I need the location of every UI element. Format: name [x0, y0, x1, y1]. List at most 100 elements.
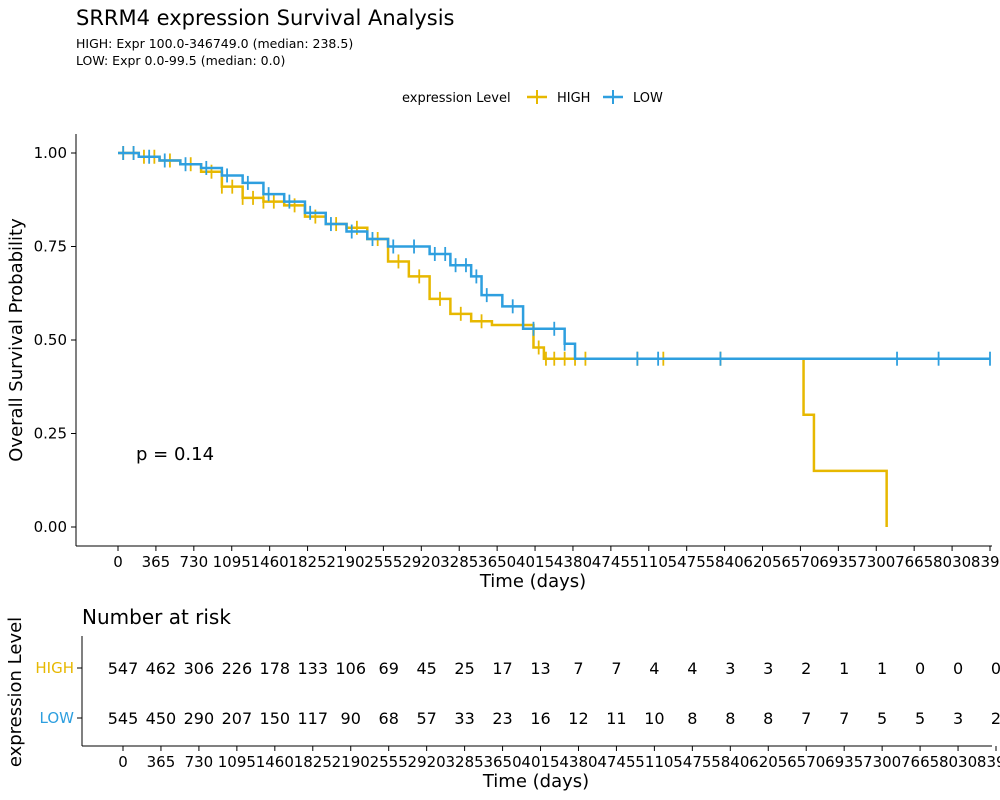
legend-label-high: HIGH [557, 91, 590, 106]
risk-x-tick-label: 5110 [635, 753, 673, 771]
x-axis-title: Time (days) [479, 571, 586, 592]
legend-key-high [527, 90, 547, 104]
risk-x-tick-label: 4015 [521, 753, 559, 771]
y-tick-label: 0.50 [34, 331, 67, 349]
risk-count: 178 [260, 659, 291, 678]
risk-x-tick-label: 1825 [294, 753, 332, 771]
risk-count: 16 [530, 709, 550, 728]
x-tick-label: 4380 [554, 553, 592, 571]
y-tick-label: 1.00 [34, 144, 67, 162]
risk-count: 547 [108, 659, 139, 678]
risk-count: 7 [611, 659, 621, 678]
risk-count: 57 [416, 709, 436, 728]
risk-x-tick-label: 7300 [863, 753, 901, 771]
risk-x-tick-label: 1460 [256, 753, 294, 771]
risk-count: 12 [568, 709, 588, 728]
y-axis-title: Overall Survival Probability [6, 218, 27, 462]
risk-x-tick-label: 6205 [749, 753, 787, 771]
risk-x-tick-label: 730 [185, 753, 214, 771]
risk-count: 0 [915, 659, 925, 678]
risk-count: 3 [953, 709, 963, 728]
risk-count: 106 [335, 659, 366, 678]
x-tick-label: 6570 [781, 553, 819, 571]
risk-count: 545 [108, 709, 139, 728]
survival-curve-high [118, 151, 888, 527]
survival-plot: 0.00 0.25 0.50 0.75 1.00 0 365 730 1095 1460 1825… [6, 134, 1000, 592]
risk-x-tick-label: 2555 [370, 753, 408, 771]
legend-label-low: LOW [633, 91, 663, 106]
risk-count: 150 [260, 709, 291, 728]
x-tick-label: 6205 [743, 553, 781, 571]
risk-count: 2 [801, 659, 811, 678]
risk-x-tick-label: 0 [118, 753, 128, 771]
risk-count: 17 [492, 659, 512, 678]
risk-count: 1 [839, 659, 849, 678]
risk-count: 133 [298, 659, 329, 678]
risk-x-tick-label: 3650 [483, 753, 521, 771]
risk-x-tick-label: 5840 [711, 753, 749, 771]
risk-count: 2 [991, 709, 1000, 728]
x-tick-label: 730 [180, 553, 209, 571]
risk-count: 13 [530, 659, 550, 678]
risk-x-tick-label: 4380 [559, 753, 597, 771]
x-tick-label: 6935 [819, 553, 857, 571]
risk-count: 290 [184, 709, 215, 728]
risk-x-axis-title: Time (days) [482, 771, 589, 792]
risk-table-title: Number at risk [82, 605, 231, 629]
risk-row-label-low: LOW [40, 709, 75, 727]
y-tick-label: 0.25 [34, 425, 67, 443]
x-tick-label: 2190 [326, 553, 364, 571]
risk-x-tick-label: 6935 [825, 753, 863, 771]
risk-x-tick-label: 8395 [977, 753, 1000, 771]
x-tick-label: 2555 [364, 553, 402, 571]
p-value: p = 0.14 [136, 444, 214, 465]
risk-count: 462 [146, 659, 177, 678]
risk-x-tick-label: 365 [147, 753, 176, 771]
risk-x-tick-label: 7665 [901, 753, 939, 771]
risk-count: 0 [991, 659, 1000, 678]
risk-count: 4 [687, 659, 697, 678]
risk-count: 3 [763, 659, 773, 678]
risk-count: 5 [915, 709, 925, 728]
x-tick-label: 1460 [251, 553, 289, 571]
risk-count: 8 [763, 709, 773, 728]
x-tick-label: 2920 [402, 553, 440, 571]
risk-count: 7 [573, 659, 583, 678]
risk-x-tick-label: 2190 [332, 753, 370, 771]
legend-key-low [603, 90, 623, 104]
x-tick-label: 0 [113, 553, 123, 571]
risk-count: 7 [839, 709, 849, 728]
risk-x-tick-label: 6570 [787, 753, 825, 771]
x-tick-label: 3650 [478, 553, 516, 571]
risk-x-tick-label: 4745 [597, 753, 635, 771]
x-tick-label: 3285 [440, 553, 478, 571]
risk-count: 1 [877, 659, 887, 678]
chart-title: SRRM4 expression Survival Analysis [76, 6, 454, 30]
x-tick-label: 4745 [592, 553, 630, 571]
risk-count: 45 [416, 659, 436, 678]
risk-count: 23 [492, 709, 512, 728]
risk-count: 11 [606, 709, 626, 728]
risk-count: 226 [222, 659, 253, 678]
risk-count: 450 [146, 709, 177, 728]
risk-count: 306 [184, 659, 215, 678]
y-tick-label: 0.00 [34, 518, 67, 536]
x-tick-label: 7300 [857, 553, 895, 571]
x-tick-label: 8030 [933, 553, 971, 571]
risk-count: 7 [801, 709, 811, 728]
risk-x-tick-label: 2920 [408, 753, 446, 771]
risk-count: 68 [379, 709, 399, 728]
risk-count: 8 [687, 709, 697, 728]
x-tick-label: 7665 [895, 553, 933, 571]
risk-table: Number at risk expression Level Time (da… [5, 605, 1000, 792]
x-tick-label: 365 [142, 553, 171, 571]
x-tick-label: 1825 [288, 553, 326, 571]
x-tick-label: 8395 [971, 553, 1000, 571]
risk-count: 90 [341, 709, 361, 728]
risk-count: 117 [298, 709, 329, 728]
risk-x-tick-label: 5475 [673, 753, 711, 771]
risk-count: 69 [379, 659, 399, 678]
risk-y-axis-title: expression Level [5, 617, 26, 767]
risk-count: 207 [222, 709, 253, 728]
